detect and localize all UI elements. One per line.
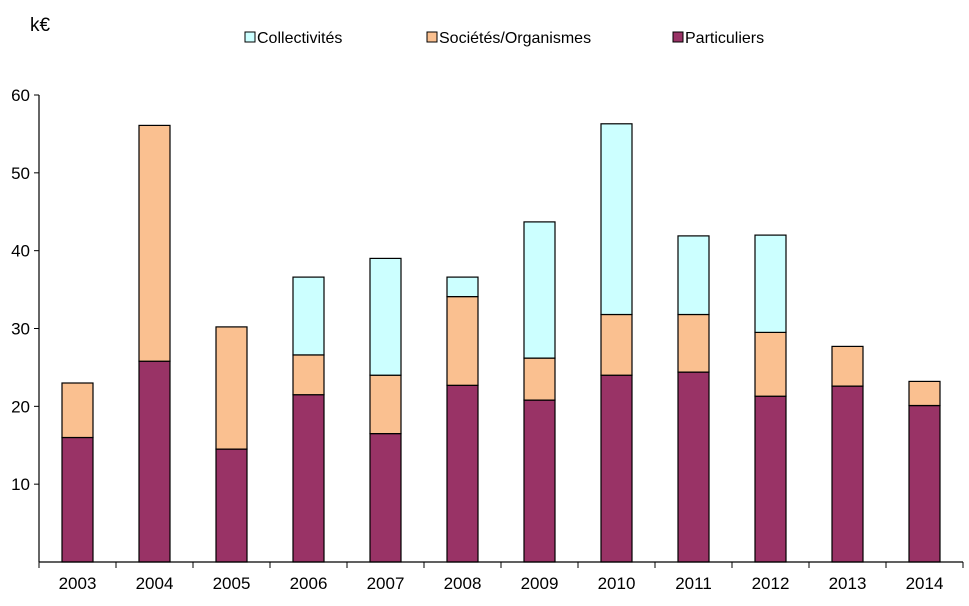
bar-societes-organismes-2007 — [369, 374, 402, 435]
bar-societes-organismes-2013 — [831, 345, 864, 387]
x-tick-label: 2008 — [444, 574, 482, 593]
bar-collectivites-2010 — [600, 123, 633, 316]
bar-societes-organismes-2006 — [292, 354, 325, 396]
bar-particuliers-2006 — [292, 394, 325, 563]
x-tick-label: 2003 — [59, 574, 97, 593]
bar-societes-organismes-2014 — [908, 380, 941, 407]
x-tick-label: 2007 — [367, 574, 405, 593]
x-tick-label: 2009 — [521, 574, 559, 593]
bar-particuliers-2007 — [369, 433, 402, 563]
bar-collectivites-2006 — [292, 276, 325, 356]
legend-swatch-collectivites — [244, 31, 256, 43]
legend-label-collectivites: Collectivités — [257, 30, 342, 47]
x-tick-label: 2014 — [906, 574, 944, 593]
y-tick-label: 40 — [11, 242, 30, 261]
y-unit-label: k€ — [30, 15, 51, 36]
x-tick-label: 2013 — [829, 574, 867, 593]
bar-societes-organismes-2003 — [61, 382, 94, 439]
bars — [61, 123, 941, 563]
legend-swatch-societes-organismes — [426, 31, 438, 43]
legend-label-particuliers: Particuliers — [685, 30, 764, 47]
bar-societes-organismes-2011 — [677, 313, 710, 373]
x-tick-label: 2004 — [136, 574, 174, 593]
y-tick-label: 60 — [11, 86, 30, 105]
bar-societes-organismes-2008 — [446, 296, 479, 386]
bar-societes-organismes-2004 — [138, 124, 171, 362]
y-tick-label: 30 — [11, 320, 30, 339]
bar-particuliers-2005 — [215, 448, 248, 563]
bar-particuliers-2014 — [908, 405, 941, 563]
bar-particuliers-2009 — [523, 399, 556, 563]
bar-collectivites-2009 — [523, 221, 556, 359]
bar-societes-organismes-2009 — [523, 357, 556, 401]
bar-societes-organismes-2012 — [754, 331, 787, 397]
bar-particuliers-2012 — [754, 395, 787, 563]
bar-particuliers-2013 — [831, 385, 864, 563]
y-tick-label: 50 — [11, 164, 30, 183]
axes: 10 20 30 40 50 60 2003 2004 2005 2006 2007 2008 2009… — [11, 86, 964, 593]
bar-collectivites-2007 — [369, 257, 402, 376]
bar-particuliers-2010 — [600, 374, 633, 563]
bar-societes-organismes-2005 — [215, 326, 248, 450]
bar-particuliers-2003 — [61, 436, 94, 563]
bar-collectivites-2012 — [754, 234, 787, 334]
legend-swatch-particuliers — [672, 31, 684, 43]
x-tick-label: 2006 — [290, 574, 328, 593]
bar-particuliers-2004 — [138, 360, 171, 563]
legend-label-societes-organismes: Sociétés/Organismes — [439, 30, 591, 47]
bar-particuliers-2008 — [446, 384, 479, 563]
legend: Collectivités Sociétés/Organismes Particul… — [244, 30, 764, 47]
x-tick-label: 2010 — [598, 574, 636, 593]
bar-collectivites-2011 — [677, 235, 710, 316]
x-tick-label: 2012 — [752, 574, 790, 593]
y-tick-label: 20 — [11, 397, 30, 416]
x-tick-label: 2005 — [213, 574, 251, 593]
x-tick-label: 2011 — [675, 574, 712, 593]
y-tick-label: 10 — [11, 475, 30, 494]
bar-societes-organismes-2010 — [600, 313, 633, 376]
bar-particuliers-2011 — [677, 371, 710, 563]
bar-collectivites-2008 — [446, 276, 479, 298]
